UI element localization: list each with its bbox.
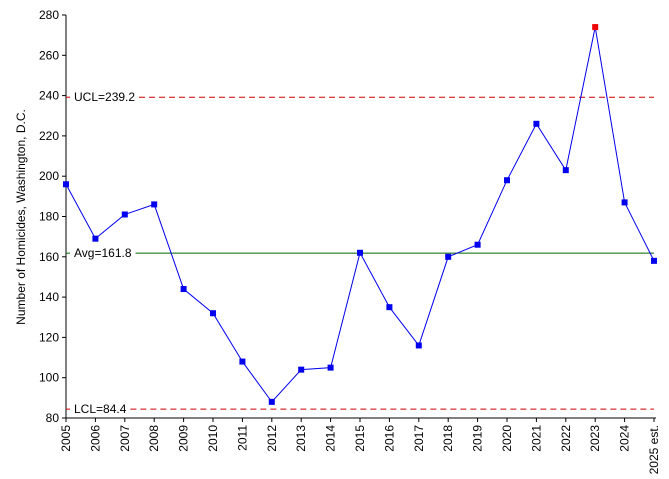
x-tick-label: 2013 — [294, 425, 308, 452]
data-point — [92, 235, 99, 242]
data-point — [445, 253, 452, 260]
y-tick-label: 260 — [39, 48, 59, 62]
data-point — [386, 304, 393, 311]
x-axis: 2005 2006 2007 2008 2009 2010 2011 2012 2013 2014… — [59, 418, 661, 474]
y-tick-label: 220 — [39, 129, 59, 143]
x-tick-label: 2020 — [500, 425, 514, 452]
x-tick-label: 2014 — [324, 425, 338, 452]
data-point — [121, 211, 128, 218]
x-tick-label: 2016 — [382, 425, 396, 452]
y-tick-label: 280 — [39, 8, 59, 22]
reference-line-label: LCL=84.4 — [74, 402, 127, 416]
y-tick-label: 180 — [39, 210, 59, 224]
x-tick-label: 2012 — [265, 425, 279, 452]
x-tick-label: 2011 — [235, 425, 249, 451]
data-point — [210, 310, 216, 317]
data-point — [592, 24, 599, 31]
x-tick-label: 2010 — [206, 425, 220, 452]
data-point — [239, 358, 246, 365]
x-tick-label: 2024 — [618, 425, 632, 452]
x-tick-label: 2017 — [412, 425, 426, 452]
y-tick-label: 140 — [39, 290, 59, 304]
y-axis-label: Number of Homicides, Washington, D.C. — [14, 109, 28, 325]
y-tick-label: 200 — [39, 169, 59, 183]
y-tick-label: 240 — [39, 89, 59, 103]
x-tick-label: 2022 — [559, 425, 573, 452]
x-tick-label: 2025 est. — [647, 425, 661, 474]
data-point — [298, 366, 305, 373]
reference-line-label: Avg=161.8 — [74, 246, 132, 260]
y-tick-label: 100 — [39, 371, 59, 385]
data-point — [533, 120, 540, 127]
y-tick-label: 160 — [39, 250, 59, 264]
x-tick-label: 2008 — [147, 425, 161, 452]
data-point — [327, 364, 334, 371]
data-point — [415, 342, 422, 349]
data-point — [357, 249, 363, 256]
reference-lines: UCL=239.2 Avg=161.8 LCL=84.4 — [66, 90, 654, 416]
x-tick-label: 2006 — [88, 425, 102, 452]
x-tick-label: 2023 — [588, 425, 602, 452]
data-point — [63, 181, 69, 188]
reference-line-label: UCL=239.2 — [74, 90, 135, 104]
series — [63, 24, 657, 405]
y-axis: 80 100 120 140 160 180 200 220 240 260 280 — [39, 8, 66, 425]
x-tick-label: 2015 — [353, 425, 367, 452]
plot-area — [65, 15, 656, 419]
y-tick-label: 120 — [39, 330, 59, 344]
x-tick-label: 2021 — [529, 425, 543, 452]
data-point — [651, 257, 657, 264]
data-point — [151, 201, 158, 208]
x-tick-label: 2009 — [177, 425, 191, 452]
y-tick-label: 80 — [46, 411, 60, 425]
x-tick-label: 2007 — [118, 425, 132, 452]
data-point — [562, 167, 569, 174]
data-point — [268, 398, 275, 405]
data-point — [180, 286, 187, 293]
x-tick-label: 2005 — [59, 425, 73, 452]
data-point — [474, 241, 481, 248]
x-tick-label: 2018 — [441, 425, 455, 452]
data-point — [621, 199, 628, 206]
data-point — [504, 177, 510, 184]
x-tick-label: 2019 — [471, 425, 485, 452]
series-line — [65, 26, 655, 403]
